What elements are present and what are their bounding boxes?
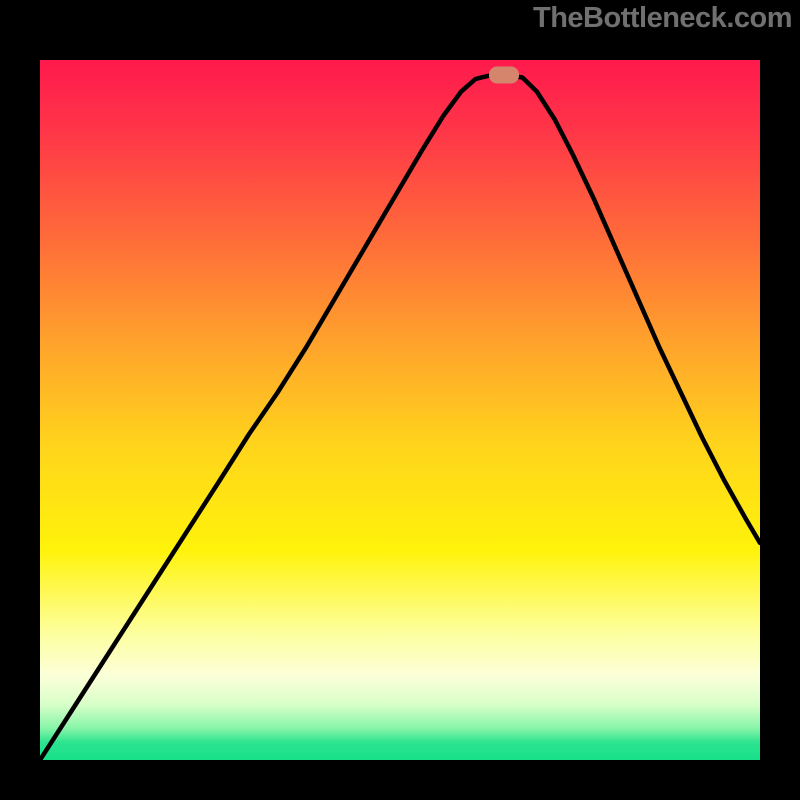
watermark-text: TheBottleneck.com [533, 2, 792, 35]
bottleneck-curve [40, 60, 760, 760]
plot-area [40, 60, 760, 760]
chart-container: TheBottleneck.com [0, 0, 800, 800]
curve-path [40, 75, 760, 760]
optimal-marker [489, 67, 519, 84]
